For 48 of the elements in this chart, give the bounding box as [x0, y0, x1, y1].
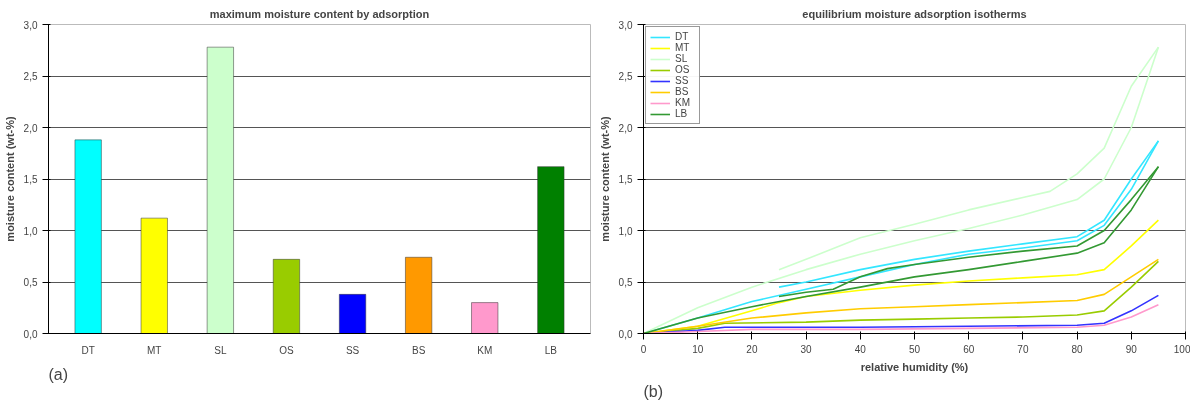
y-axis-title: moisture content (wt-%)	[598, 116, 611, 242]
y-tick-label: 3,0	[618, 19, 633, 31]
x-tick-label: SL	[214, 344, 227, 356]
legend-label: KM	[675, 97, 691, 108]
x-axis-title: relative humidity (%)	[860, 360, 969, 373]
x-tick-label: 40	[854, 343, 867, 355]
x-tick-label: 30	[800, 343, 813, 355]
y-tick-label: 1,5	[618, 174, 633, 185]
y-tick-label: 0,5	[23, 277, 38, 288]
legend-label: MT	[675, 42, 691, 53]
x-tick-label: 50	[908, 343, 921, 355]
x-tick-label: 0	[640, 343, 647, 355]
legend-label: SS	[675, 75, 690, 86]
x-tick-label: 70	[1017, 343, 1029, 355]
x-tick-label: KM	[477, 344, 493, 356]
text: (b)	[643, 382, 664, 400]
y-tick-label: 2,0	[618, 122, 633, 134]
y-tick-label: 0,5	[618, 277, 633, 288]
x-tick-label: OS	[279, 344, 295, 356]
x-tick-label: LB	[544, 344, 558, 356]
x-tick-label: 10	[692, 343, 704, 355]
text: (a)	[48, 365, 69, 383]
x-tick-label: 80	[1071, 343, 1084, 355]
y-tick-label: 2,0	[23, 122, 38, 134]
x-tick-label: 20	[746, 343, 758, 355]
y-axis-title: moisture content (wt-%)	[3, 116, 16, 242]
y-tick-label: 2,5	[618, 71, 633, 82]
y-tick-label: 3,0	[23, 19, 38, 31]
x-tick-label: 60	[963, 343, 975, 355]
legend-label: DT	[675, 31, 690, 42]
x-tick-label: SS	[345, 344, 360, 356]
y-tick-label: 1,0	[23, 225, 38, 237]
y-tick-label: 0,0	[618, 328, 633, 340]
legend-label: OS	[675, 64, 691, 75]
legend-label: BS	[675, 86, 690, 97]
y-tick-label: 0,0	[23, 328, 38, 340]
x-tick-label: DT	[81, 344, 95, 356]
x-tick-label: MT	[147, 344, 162, 356]
x-tick-label: BS	[411, 344, 426, 356]
x-tick-label: 100	[1173, 343, 1191, 355]
y-tick-label: 2,5	[23, 71, 38, 82]
x-tick-label: 90	[1125, 343, 1138, 355]
chart-title: equilibrium moisture adsorption isotherms	[802, 7, 1027, 20]
legend-label: SL	[675, 53, 689, 64]
legend-label: LB	[675, 108, 689, 119]
chart-title: maximum moisture content by adsorption	[209, 7, 430, 20]
y-tick-label: 1,5	[23, 174, 38, 185]
y-tick-label: 1,0	[618, 225, 633, 237]
